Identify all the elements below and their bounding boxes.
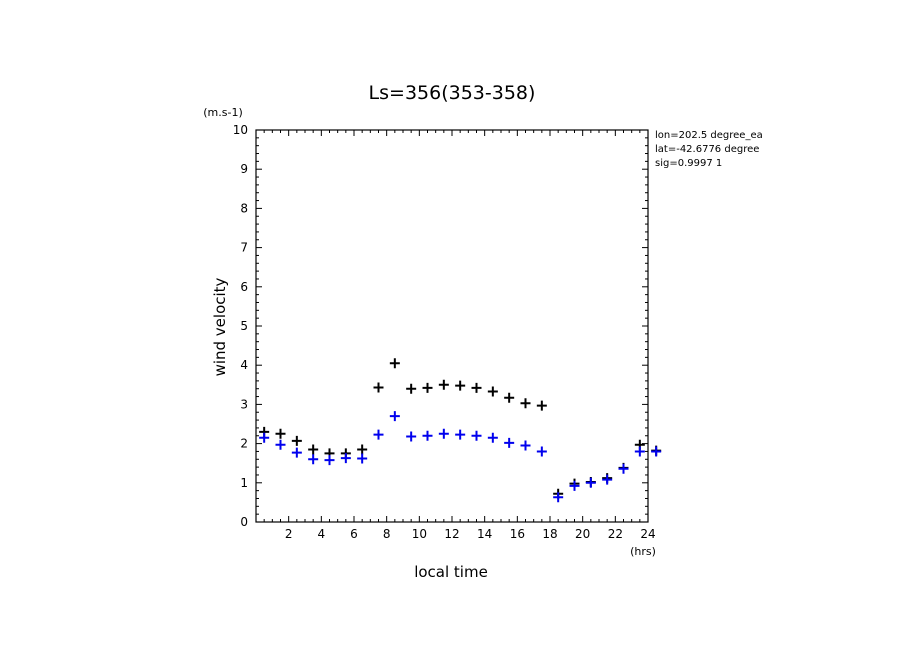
y-tick-label: 10 xyxy=(233,123,248,137)
series-2-marker xyxy=(259,432,270,443)
series-2-marker xyxy=(324,455,335,466)
x-tick-label: 10 xyxy=(412,527,427,541)
x-tick-label: 22 xyxy=(608,527,623,541)
y-tick-label: 1 xyxy=(240,476,248,490)
series-2-marker xyxy=(406,431,417,442)
x-axis-label: local time xyxy=(414,563,488,581)
series-2-marker xyxy=(520,440,531,451)
y-axis-label: wind velocity xyxy=(211,277,229,376)
series-2-marker xyxy=(585,477,596,488)
series-2-marker xyxy=(536,446,547,457)
series-2-marker xyxy=(373,429,384,440)
info-line-lat: lat=-42.6776 degree xyxy=(655,144,759,155)
x-tick-label: 4 xyxy=(318,527,326,541)
y-tick-label: 2 xyxy=(240,437,248,451)
x-tick-label: 2 xyxy=(285,527,293,541)
series-2-marker xyxy=(618,463,629,474)
x-tick-label: 18 xyxy=(542,527,557,541)
series-2-marker xyxy=(553,492,564,503)
series-2-marker xyxy=(422,430,433,441)
series-1-marker xyxy=(520,398,531,409)
x-tick-label: 20 xyxy=(575,527,590,541)
x-tick-label: 12 xyxy=(444,527,459,541)
series-2-marker xyxy=(389,411,400,422)
x-tick-label: 16 xyxy=(510,527,525,541)
series-2-marker xyxy=(602,474,613,485)
chart-title: Ls=356(353-358) xyxy=(369,82,536,104)
series-2-marker xyxy=(569,480,580,491)
series-1-marker xyxy=(291,435,302,446)
series-2-marker xyxy=(471,430,482,441)
series-2-marker xyxy=(275,439,286,450)
series-1-marker xyxy=(389,358,400,369)
x-tick-label: 14 xyxy=(477,527,492,541)
series-2-marker xyxy=(291,447,302,458)
series-1-marker xyxy=(422,382,433,393)
series-1-marker xyxy=(275,428,286,439)
info-line-sig: sig=0.9997 1 xyxy=(655,158,722,169)
series-1-marker xyxy=(438,379,449,390)
x-unit-label: (hrs) xyxy=(630,545,656,558)
series-1-marker xyxy=(536,400,547,411)
series-1-marker xyxy=(455,380,466,391)
series-1-marker xyxy=(504,392,515,403)
series-1-marker xyxy=(373,382,384,393)
x-tick-label: 6 xyxy=(350,527,358,541)
y-tick-label: 6 xyxy=(240,280,248,294)
x-tick-label: 8 xyxy=(383,527,391,541)
series-1-marker xyxy=(357,444,368,455)
series-2-marker xyxy=(504,437,515,448)
series-2-marker xyxy=(308,454,319,465)
series-1-marker xyxy=(471,382,482,393)
plot-frame xyxy=(255,129,649,523)
y-tick-label: 8 xyxy=(240,201,248,215)
series-2-marker xyxy=(487,432,498,443)
y-unit-label: (m.s-1) xyxy=(203,106,243,119)
series-2-marker xyxy=(357,453,368,464)
y-tick-label: 3 xyxy=(240,397,248,411)
y-tick-label: 4 xyxy=(240,358,248,372)
series-2-marker xyxy=(340,453,351,464)
series-2-marker xyxy=(651,446,662,457)
series-1-marker xyxy=(406,383,417,394)
series-1-marker xyxy=(308,444,319,455)
series-2-marker xyxy=(438,428,449,439)
y-tick-label: 7 xyxy=(240,241,248,255)
info-line-lon: lon=202.5 degree_ea xyxy=(655,130,763,141)
series-2-marker xyxy=(634,446,645,457)
y-tick-label: 9 xyxy=(240,162,248,176)
x-tick-label: 24 xyxy=(640,527,655,541)
y-tick-label: 5 xyxy=(240,319,248,333)
series-2-marker xyxy=(455,429,466,440)
y-tick-label: 0 xyxy=(240,515,248,529)
series-1-marker xyxy=(487,386,498,397)
data-markers xyxy=(259,358,662,503)
